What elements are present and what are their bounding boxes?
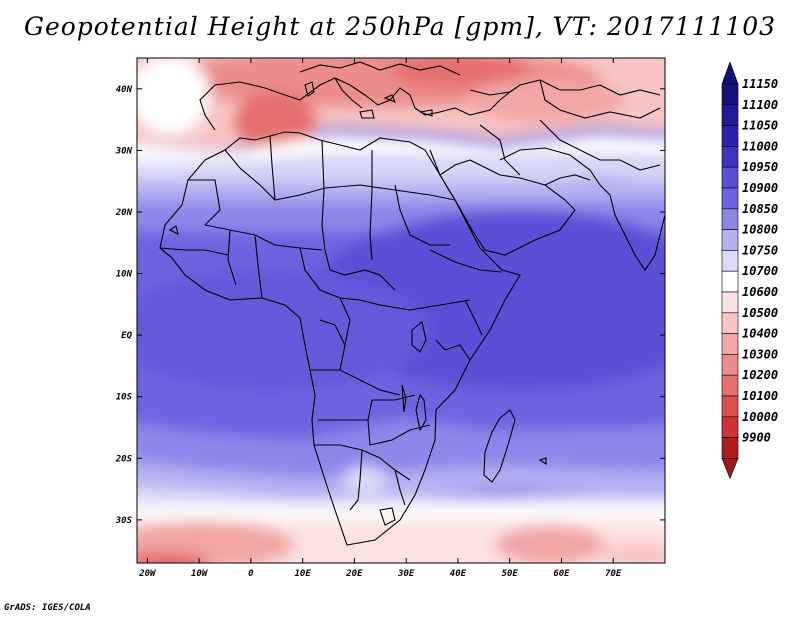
colorbar-swatch [721,270,739,293]
colorbar-top-arrow [721,61,739,85]
colorbar-bottom-arrow [721,458,739,480]
colorbar-label: 10000 [742,410,778,424]
lon-label: 40E [450,569,467,579]
coastlines [159,61,665,546]
colorbar: 11150 11100 11050 11000 10950 10900 10850 10800… [721,61,778,480]
colorbar-swatch [721,104,739,126]
lat-label: 10S [116,393,133,403]
colorbar-swatch [721,333,739,355]
colorbar-label: 10300 [742,347,778,361]
colorbar-label: 11000 [742,139,778,153]
colorbar-swatch [721,395,739,418]
lon-label: 30E [397,569,415,579]
lon-label: 60E [553,569,570,579]
colorbar-swatch [721,250,739,272]
plot-frame [136,57,666,564]
colorbar-swatch [721,354,739,376]
colorbar-label: 10400 [742,327,778,341]
colorbar-swatch [721,416,739,438]
lat-label: 20N [115,208,133,218]
lon-label: 20W [138,569,157,579]
credit-label: GrADS: IGES/COLA [4,603,91,613]
colorbar-swatch [721,166,739,189]
colorbar-label: 10800 [742,223,778,237]
colorbar-label: 10600 [742,285,778,299]
lon-label: 70E [605,569,622,579]
lon-label: 10W [191,569,209,579]
colorbar-swatch [721,208,739,230]
colorbar-label: 9900 [742,431,771,445]
colorbar-label: 10850 [742,202,778,216]
colorbar-label: 10100 [742,389,778,403]
colorbar-swatch [721,187,739,210]
colorbar-label: 11050 [742,119,778,133]
lat-label: 40N [116,85,133,95]
height-field [137,58,665,563]
colorbar-swatch [721,146,739,168]
colorbar-label: 10500 [742,306,778,320]
colorbar-swatch [721,83,739,106]
lon-label: 10E [295,569,312,579]
colorbar-label: 11100 [742,98,778,112]
lat-label: 30N [115,146,133,156]
lon-label: 50E [502,569,519,579]
colorbar-swatch [721,291,739,314]
colorbar-label: 10700 [742,264,778,278]
colorbar-label: 10950 [742,160,778,174]
colorbar-swatch [721,312,739,334]
colorbar-swatch [721,125,739,147]
lat-label: 20S [115,454,133,464]
lon-label: 0 [248,569,254,579]
colorbar-label: 10200 [742,368,778,382]
colorbar-swatch [721,374,739,397]
map-title: Geopotential Height at 250hPa [gpm], VT:… [23,12,777,41]
colorbar-label: 11150 [742,77,778,91]
lat-label: EQ [121,331,132,341]
lon-label: 20E [345,569,363,579]
axis-ticks [137,58,665,563]
colorbar-swatch [721,437,739,459]
lat-label: 30S [115,516,133,526]
colorbar-swatch [721,229,739,251]
lat-label: 10N [116,270,133,280]
colorbar-label: 10900 [742,181,778,195]
colorbar-label: 10750 [742,243,778,257]
